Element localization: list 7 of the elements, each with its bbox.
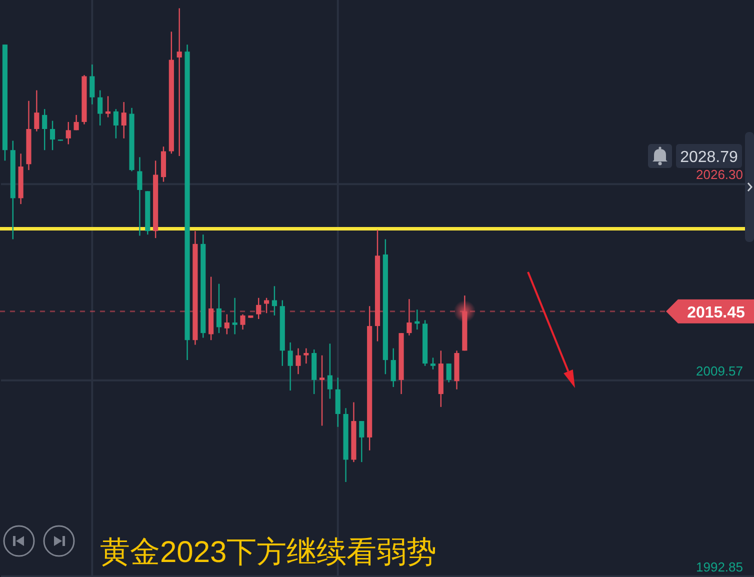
y-tick-label: 1992.85 [696,559,743,574]
annotation: 2028.79 [680,149,738,166]
ref-line-label: 2015.45 [687,304,746,322]
title: 黄金2023下方继续看弱势 [100,536,437,569]
y-tick-label: 2026.30 [696,167,743,182]
annotation: 2028.79 [676,144,742,168]
y-tick-label: 2009.57 [696,363,743,378]
